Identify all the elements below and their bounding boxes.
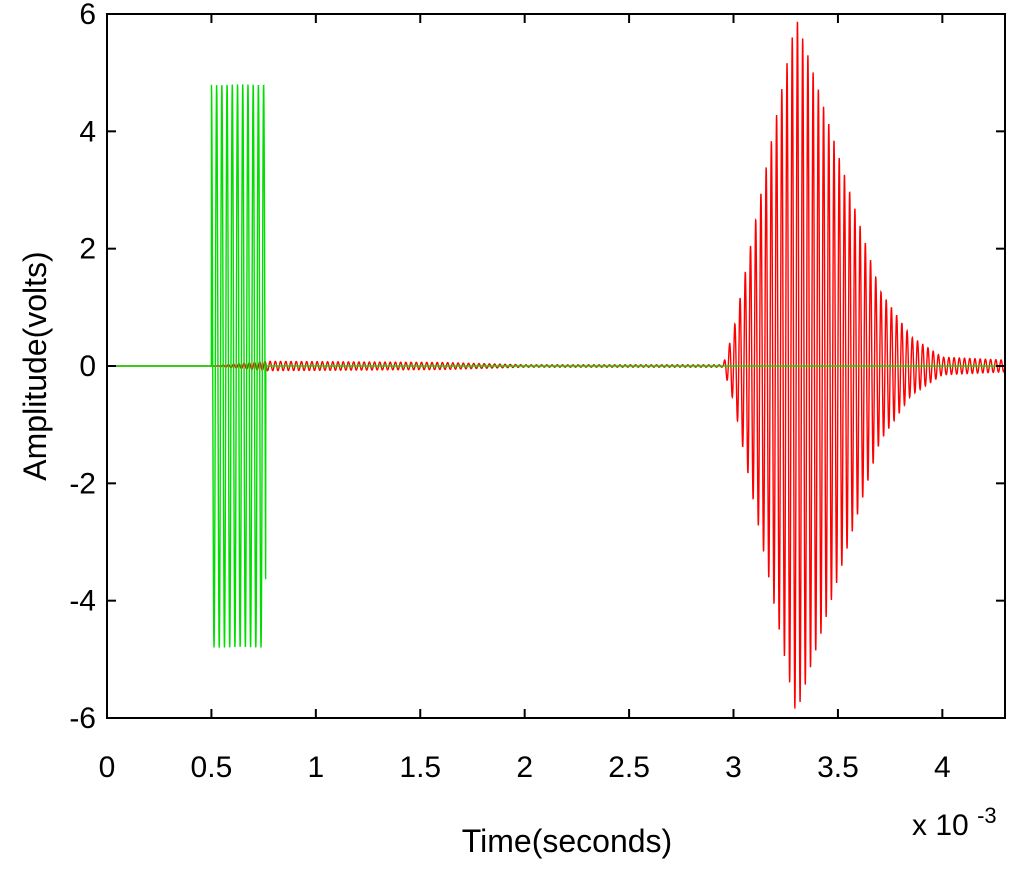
y-tick-label: -6	[69, 702, 96, 735]
x-tick-label: 0	[99, 751, 116, 784]
y-tick-label: 4	[79, 115, 96, 148]
y-tick-label: 6	[79, 0, 96, 31]
x-tick-label: 1	[307, 751, 324, 784]
y-tick-label: 2	[79, 233, 96, 266]
x-tick-label: 3.5	[817, 751, 859, 784]
plot-signals	[107, 21, 1006, 709]
y-axis-ticks: -6 -4 -2 0 2 4 6	[69, 0, 1005, 735]
x-axis-multiplier-exponent: -3	[977, 803, 997, 828]
x-tick-label: 4	[934, 751, 951, 784]
y-tick-label: -4	[69, 585, 96, 618]
y-axis-title: Amplitude(volts)	[17, 251, 53, 480]
x-tick-label: 1.5	[399, 751, 441, 784]
x-tick-label: 2.5	[608, 751, 650, 784]
x-tick-label: 3	[725, 751, 742, 784]
y-tick-label: 0	[79, 350, 96, 383]
y-tick-label: -2	[69, 467, 96, 500]
x-tick-label: 0.5	[191, 751, 233, 784]
series-green-line	[107, 84, 1005, 648]
x-axis-multiplier: x 10 -3	[912, 803, 997, 842]
x-axis-ticks: 0 0.5 1 1.5 2 2.5 3 3.5 4	[99, 14, 951, 784]
x-axis-title: Time(seconds)	[462, 823, 672, 859]
x-tick-label: 2	[516, 751, 533, 784]
x-axis-multiplier-base: x 10	[912, 809, 969, 842]
